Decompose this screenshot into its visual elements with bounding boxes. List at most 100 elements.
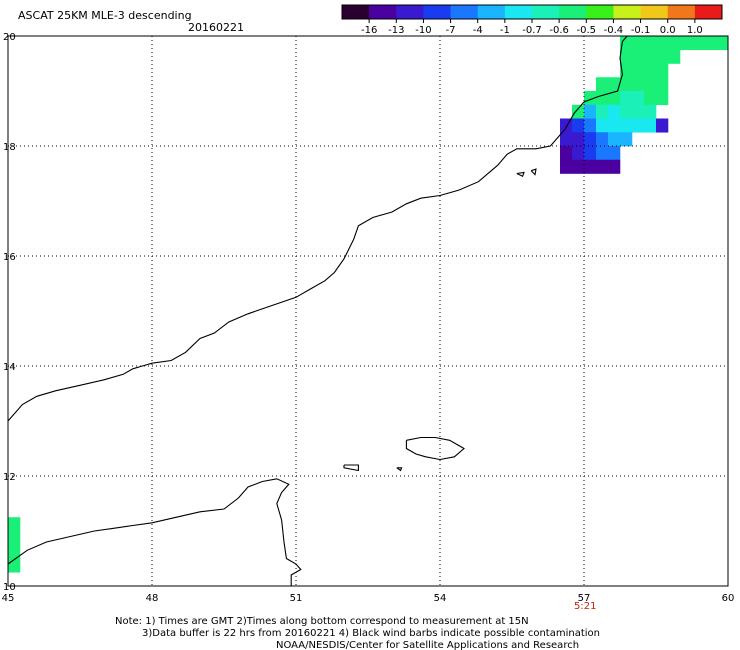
- swath-cell: [632, 49, 645, 64]
- arabian-coast: [7, 35, 628, 422]
- swath-cell: [632, 63, 645, 78]
- color-scale-label: -7: [446, 25, 456, 36]
- swath-cell: [692, 36, 705, 51]
- swath-cell: [644, 118, 657, 133]
- swath-cell: [632, 118, 645, 133]
- swath-cell: [704, 36, 717, 51]
- product-title: ASCAT 25KM MLE-3 descending: [18, 9, 192, 22]
- swath-cell: [572, 159, 585, 174]
- swath-cell: [572, 104, 585, 119]
- longitude-labels: 45 48 51 54 57 60: [2, 593, 735, 604]
- color-scale-swatch: [640, 5, 669, 19]
- color-scale-swatch: [369, 5, 397, 19]
- color-scale-labels: -16 -13 -10 -7 -4 -1 -0.7 -0.6 -0.5 -0.4 -0.1 0.0 1.…: [361, 19, 703, 36]
- swath-cell: [596, 91, 609, 106]
- kuria-muria-2: [530, 168, 537, 176]
- swath-cell: [620, 49, 633, 64]
- color-scale-label: -13: [388, 25, 404, 36]
- swath-cell: [8, 558, 21, 573]
- color-scale-swatch: [559, 5, 587, 19]
- swath-cell: [608, 146, 621, 161]
- swath-cell: [620, 118, 633, 133]
- swath-cell: [608, 118, 621, 133]
- swath-cell: [644, 91, 657, 106]
- color-scale-swatch: [504, 5, 533, 19]
- swath-cell: [620, 77, 633, 92]
- swath-cell: [656, 91, 669, 106]
- product-date: 20160221: [188, 21, 244, 34]
- swath-cell: [620, 104, 633, 119]
- swath-cell: [608, 132, 621, 147]
- color-scale-label: -0.6: [549, 25, 569, 36]
- socotra-island: [405, 436, 465, 461]
- latitude-labels: 20 18 16 14 12 10: [3, 32, 16, 593]
- wind-swath: [8, 36, 729, 573]
- color-scale-label: 0.0: [660, 25, 676, 36]
- swath-cell: [644, 104, 657, 119]
- swath-cell: [632, 77, 645, 92]
- swath-cell: [572, 132, 585, 147]
- color-scale-swatch: [532, 5, 560, 19]
- swath-cell: [608, 91, 621, 106]
- color-scale-label: -10: [415, 25, 431, 36]
- color-scale: -16 -13 -10 -7 -4 -1 -0.7 -0.6 -0.5 -0.4 -0.1 0.0 1.…: [341, 4, 723, 36]
- note-line-2: 3)Data buffer is 22 hrs from 20160221 4)…: [142, 628, 600, 639]
- swath-cell: [644, 63, 657, 78]
- note-line-3: NOAA/NESDIS/Center for Satellite Applica…: [276, 640, 579, 650]
- swath-cell: [596, 77, 609, 92]
- swath-cell: [596, 104, 609, 119]
- lat-label: 18: [3, 142, 16, 153]
- somali-coast: [7, 478, 302, 586]
- pass-time-label: 5:21: [574, 601, 596, 612]
- kuria-muria-1: [516, 171, 525, 178]
- lat-label: 12: [3, 472, 16, 483]
- swath-cell: [632, 36, 645, 51]
- swath-cell: [596, 146, 609, 161]
- swath-cell: [632, 104, 645, 119]
- swath-cell: [656, 118, 669, 133]
- lat-label: 20: [3, 32, 16, 43]
- color-scale-label: -0.7: [522, 25, 542, 36]
- graticule: [8, 36, 728, 586]
- lat-label: 14: [3, 362, 16, 373]
- small-isle: [396, 467, 403, 472]
- swath-cell: [596, 118, 609, 133]
- swath-cell: [668, 36, 681, 51]
- swath-cell: [620, 36, 633, 51]
- swath-cell: [560, 146, 573, 161]
- swath-cell: [560, 159, 573, 174]
- color-scale-label: 1.0: [687, 25, 703, 36]
- color-scale-label: -0.5: [577, 25, 597, 36]
- swath-cell: [656, 63, 669, 78]
- swath-cell: [584, 118, 597, 133]
- swath-cell: [8, 517, 21, 532]
- color-scale-label: -4: [473, 25, 483, 36]
- swath-cell: [656, 36, 669, 51]
- lon-label: 57: [578, 593, 591, 604]
- swath-cell: [8, 531, 21, 546]
- color-scale-swatch: [694, 5, 723, 19]
- swath-cell: [584, 146, 597, 161]
- swath-cell: [656, 49, 669, 64]
- swath-cell: [584, 91, 597, 106]
- color-scale-label: -1: [500, 25, 510, 36]
- swath-cell: [716, 36, 729, 51]
- lon-label: 51: [290, 593, 303, 604]
- swath-cell: [668, 49, 681, 64]
- swath-cell: [620, 132, 633, 147]
- swath-cell: [644, 36, 657, 51]
- lat-label: 16: [3, 252, 16, 263]
- color-scale-label: -16: [361, 25, 377, 36]
- swath-cell: [596, 132, 609, 147]
- swath-cell: [572, 146, 585, 161]
- swath-cell: [572, 118, 585, 133]
- swath-cell: [644, 49, 657, 64]
- color-scale-swatches: [342, 5, 723, 19]
- lon-label: 45: [2, 593, 15, 604]
- swath-cell: [656, 77, 669, 92]
- lon-label: 54: [434, 593, 447, 604]
- color-scale-swatch: [613, 5, 641, 19]
- abd-al-kuri: [343, 464, 359, 472]
- swath-cell: [620, 63, 633, 78]
